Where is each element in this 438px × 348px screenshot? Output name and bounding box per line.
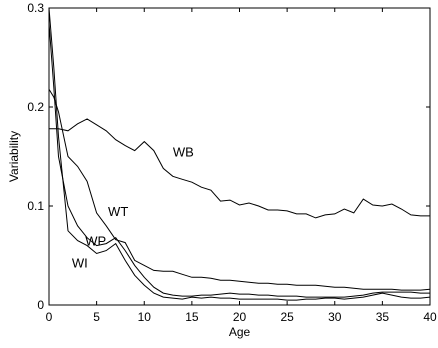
axis-ticks	[48, 7, 431, 306]
x-tick-label: 25	[280, 310, 294, 324]
x-tick-label: 0	[46, 310, 53, 324]
y-tick-label: 0.3	[27, 1, 44, 15]
tick-labels: 0 5 10 15 20 25 30 35 40 0 0.1 0.2 0.3	[27, 1, 437, 324]
series-label-wt: WT	[108, 204, 128, 219]
series-lines	[48, 7, 431, 301]
plot-area-frame	[48, 7, 431, 306]
series-line-wt	[48, 88, 431, 291]
series-label-wi: WI	[72, 255, 88, 270]
x-tick-label: 20	[233, 310, 247, 324]
x-tick-label: 35	[376, 310, 390, 324]
series-label-wb: WB	[173, 145, 194, 160]
x-tick-label: 5	[93, 310, 100, 324]
series-line-wb	[49, 118, 430, 219]
series-line-wi	[48, 7, 431, 301]
x-tick-label: 30	[328, 310, 342, 324]
series-label-wp: WP	[85, 234, 106, 249]
y-tick-label: 0.1	[27, 199, 44, 213]
x-tick-label: 15	[185, 310, 199, 324]
x-axis-label: Age	[229, 325, 251, 339]
x-tick-label: 40	[423, 310, 437, 324]
y-tick-label: 0.2	[27, 100, 44, 114]
x-tick-label: 10	[138, 310, 152, 324]
y-tick-label: 0	[37, 298, 44, 312]
y-axis-label: Variability	[7, 131, 21, 182]
series-line-wp	[48, 22, 430, 298]
